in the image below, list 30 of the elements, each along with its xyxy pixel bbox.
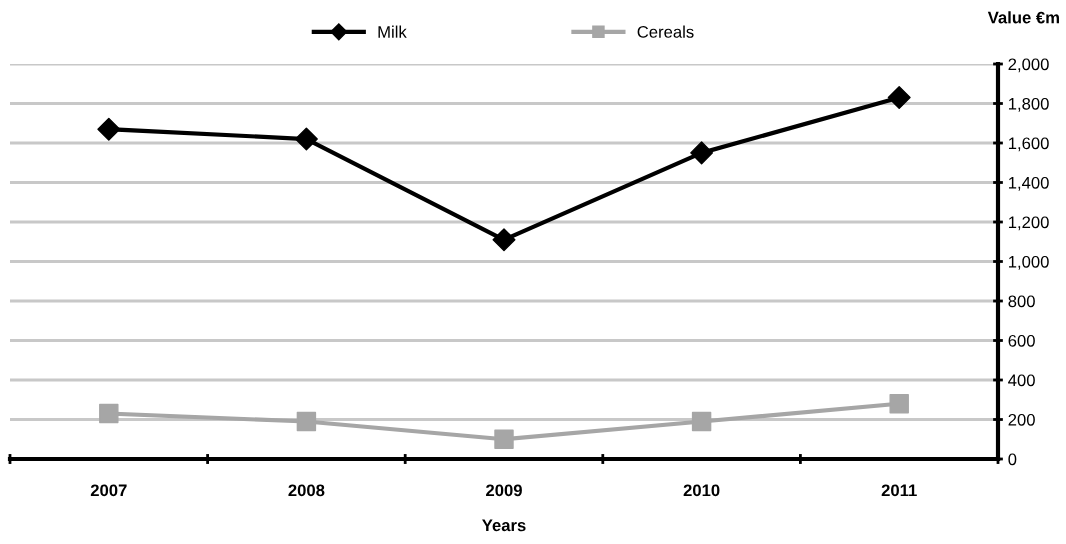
point: [690, 141, 714, 165]
point: [99, 403, 119, 424]
x-tick-label: 2010: [683, 484, 720, 497]
legend-label: Milk: [378, 25, 407, 38]
point: [296, 411, 317, 432]
y-tick-label: 1,600: [1008, 137, 1049, 152]
point: [492, 228, 516, 252]
y-axis-title: Value €m: [987, 11, 1059, 24]
point: [494, 429, 514, 449]
y-tick-label: 400: [1008, 374, 1035, 387]
x-tick-label: 2009: [486, 484, 522, 497]
y-tick-label: 2,000: [1008, 58, 1049, 73]
y-tick-label: 800: [1008, 295, 1035, 308]
x-tick-label: 2007: [90, 484, 127, 497]
y-tick-label: 1,000: [1008, 255, 1049, 270]
point: [97, 117, 121, 141]
x-tick-label: 2011: [881, 484, 917, 497]
x-axis-title: Years: [482, 519, 526, 532]
point: [887, 86, 911, 110]
point: [889, 393, 909, 414]
y-tick-label: 1,200: [1008, 216, 1049, 231]
legend-label: Cereals: [637, 25, 694, 38]
point: [691, 411, 712, 432]
y-tick-label: 1,400: [1008, 176, 1049, 191]
y-tick-label: 600: [1008, 334, 1035, 347]
point: [294, 127, 318, 151]
y-tick-label: 1,800: [1008, 97, 1049, 112]
y-tick-label: 200: [1008, 413, 1035, 426]
y-tick-label: 0: [1008, 453, 1017, 466]
x-tick-label: 2008: [288, 484, 325, 497]
